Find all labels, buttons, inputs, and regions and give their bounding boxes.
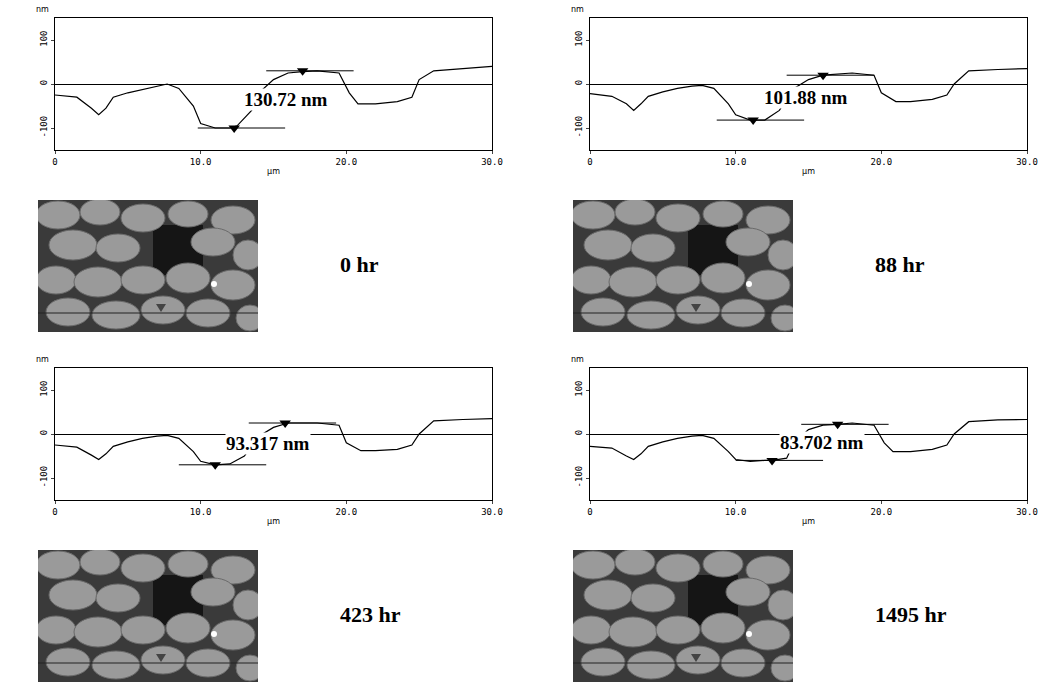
svg-text:20.0: 20.0 [335, 157, 357, 167]
svg-text:0: 0 [39, 430, 49, 435]
svg-text:µm: µm [267, 517, 280, 526]
svg-text:10.0: 10.0 [190, 507, 212, 517]
svg-text:100: 100 [39, 31, 49, 47]
svg-text:µm: µm [802, 517, 815, 526]
svg-text:µm: µm [802, 167, 815, 176]
html-text:1495 hr: 1495 hr [875, 602, 947, 627]
svg-text:100: 100 [39, 381, 49, 397]
svg-text:93.317 nm: 93.317 nm [226, 433, 310, 454]
svg-text:-100: -100 [39, 466, 49, 488]
svg-text:100: 100 [574, 31, 584, 47]
svg-text:0: 0 [39, 80, 49, 85]
svg-text:0: 0 [587, 507, 592, 517]
svg-text:-100: -100 [574, 466, 584, 488]
svg-text:30.0: 30.0 [481, 157, 503, 167]
svg-text:-100: -100 [39, 116, 49, 138]
svg-text:10.0: 10.0 [190, 157, 212, 167]
svg-text:83.702 nm: 83.702 nm [780, 432, 864, 453]
svg-text:nm: nm [571, 5, 584, 14]
svg-text:0: 0 [574, 430, 584, 435]
svg-text:nm: nm [571, 355, 584, 364]
svg-text:20.0: 20.0 [335, 507, 357, 517]
svg-text:nm: nm [36, 5, 49, 14]
html-text:423 hr: 423 hr [340, 602, 401, 627]
svg-text:10.0: 10.0 [725, 507, 747, 517]
svg-text:20.0: 20.0 [870, 157, 892, 167]
svg-text:0: 0 [52, 157, 57, 167]
svg-text:nm: nm [36, 355, 49, 364]
html-text:88 hr: 88 hr [875, 252, 925, 277]
svg-text:30.0: 30.0 [1016, 507, 1038, 517]
svg-text:130.72 nm: 130.72 nm [244, 89, 328, 110]
svg-text:20.0: 20.0 [870, 507, 892, 517]
svg-text:30.0: 30.0 [1016, 157, 1038, 167]
svg-text:0: 0 [587, 157, 592, 167]
svg-text:0: 0 [574, 80, 584, 85]
html-text:0 hr: 0 hr [340, 252, 379, 277]
svg-text:101.88 nm: 101.88 nm [764, 87, 848, 108]
svg-text:10.0: 10.0 [725, 157, 747, 167]
svg-text:µm: µm [267, 167, 280, 176]
svg-text:0: 0 [52, 507, 57, 517]
svg-text:-100: -100 [574, 116, 584, 138]
svg-text:100: 100 [574, 381, 584, 397]
svg-text:30.0: 30.0 [481, 507, 503, 517]
